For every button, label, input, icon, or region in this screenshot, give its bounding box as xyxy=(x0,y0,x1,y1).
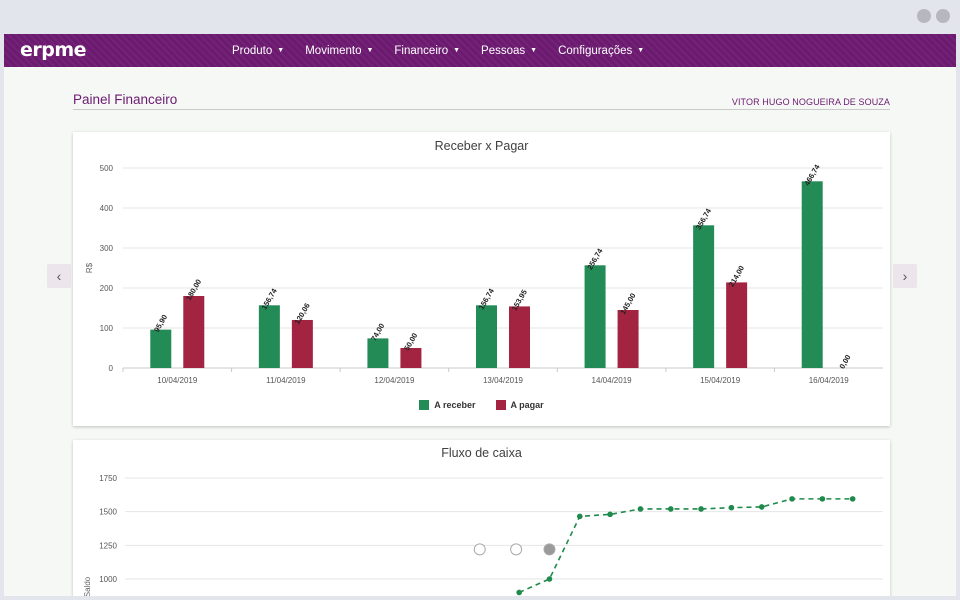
main-menu: Produto ▼ Movimento ▼ Financeiro ▼ Pessoas ▼… xyxy=(232,34,665,67)
y-tick-label: 200 xyxy=(100,284,114,293)
menu-label: Movimento xyxy=(305,44,362,57)
flow-point xyxy=(789,496,795,502)
caret-down-icon: ▼ xyxy=(637,47,645,54)
page-title: Painel Financeiro xyxy=(73,92,178,107)
flow-point xyxy=(607,511,613,518)
x-tick-label: 15/04/2019 xyxy=(700,376,741,385)
flow-point xyxy=(698,506,704,512)
bar-pagar xyxy=(509,306,530,368)
loading-dot xyxy=(473,543,486,556)
menu-label: Configurações xyxy=(558,44,633,57)
caret-down-icon: ▼ xyxy=(277,47,285,54)
bar-chart-legend: A receber A pagar xyxy=(73,400,890,410)
y-tick-label: 100 xyxy=(100,324,114,333)
legend-label: A pagar xyxy=(510,400,544,410)
legend-swatch xyxy=(495,400,506,410)
flow-line xyxy=(518,498,853,594)
y-tick-label: 1250 xyxy=(99,541,117,550)
caret-down-icon: ▼ xyxy=(366,47,374,54)
fluxo-caixa-card: Fluxo de caixa 1000 1250 1500 1750 Saldo xyxy=(73,440,890,596)
bar-receber xyxy=(584,265,606,368)
menu-financeiro[interactable]: Financeiro ▼ xyxy=(394,45,460,57)
menu-movimento[interactable]: Movimento ▼ xyxy=(305,45,373,57)
flow-point xyxy=(819,496,826,502)
x-tick-label: 11/04/2019 xyxy=(266,376,306,385)
loading-dot xyxy=(510,543,523,556)
flow-point xyxy=(546,576,553,582)
y-tick-label: 1750 xyxy=(99,474,117,483)
legend-swatch xyxy=(419,400,430,410)
title-divider xyxy=(73,109,890,110)
flow-point xyxy=(577,513,583,520)
y-tick-label: 300 xyxy=(100,244,114,253)
flow-point xyxy=(758,504,765,510)
y-tick-label: 400 xyxy=(100,204,114,213)
y-tick-label: 500 xyxy=(100,164,114,173)
x-tick-label: 10/04/2019 xyxy=(157,376,198,385)
next-arrow-button[interactable]: › xyxy=(893,264,917,288)
menu-label: Financeiro xyxy=(394,44,449,57)
user-name[interactable]: VITOR HUGO NOGUEIRA DE SOUZA xyxy=(731,97,890,107)
flow-point xyxy=(637,506,644,512)
bar-pagar xyxy=(726,282,748,368)
x-tick-label: 12/04/2019 xyxy=(374,376,415,385)
bar-pagar xyxy=(291,319,313,368)
y-tick-label: 1500 xyxy=(99,508,117,517)
bar-receber xyxy=(801,181,823,368)
legend-label: A receber xyxy=(434,400,476,410)
flow-point xyxy=(849,496,856,502)
bar-receber xyxy=(693,225,715,368)
caret-down-icon: ▼ xyxy=(453,47,461,54)
bar-receber xyxy=(150,329,172,368)
menu-configuracoes[interactable]: Configurações ▼ xyxy=(558,45,644,57)
bar-pagar xyxy=(617,310,639,368)
menu-pessoas[interactable]: Pessoas ▼ xyxy=(481,45,537,57)
y-axis-label: Saldo xyxy=(83,576,92,596)
app-window: erpme Produto ▼ Movimento ▼ Financeiro ▼ Pe… xyxy=(4,34,956,596)
bar-receber xyxy=(367,338,389,368)
caret-down-icon: ▼ xyxy=(530,47,538,54)
bar-pagar xyxy=(183,296,205,368)
flow-point xyxy=(728,504,735,511)
bar-chart: 0100200300400500R$10/04/201995,90180,001… xyxy=(85,162,883,385)
menu-label: Produto xyxy=(232,44,273,57)
window-minimize-button[interactable] xyxy=(917,9,931,23)
flow-point xyxy=(667,506,674,512)
flow-point xyxy=(516,589,522,596)
legend-item-pagar[interactable]: A pagar xyxy=(495,400,544,410)
menu-label: Pessoas xyxy=(481,44,526,57)
bar-receber xyxy=(258,305,280,368)
x-tick-label: 16/04/2019 xyxy=(809,376,850,385)
erpme-logo[interactable]: erpme xyxy=(20,39,87,61)
bar-pagar xyxy=(400,348,422,368)
top-navbar: erpme Produto ▼ Movimento ▼ Financeiro ▼ Pe… xyxy=(4,34,956,67)
y-tick-label: 0 xyxy=(109,364,114,373)
line-chart: 1000 1250 1500 1750 Saldo xyxy=(83,474,883,596)
bar-chart-title: Receber x Pagar xyxy=(434,139,529,153)
y-tick-label: 1000 xyxy=(99,575,117,584)
window-chrome xyxy=(0,0,960,34)
x-tick-label: 14/04/2019 xyxy=(592,376,633,385)
line-chart-title: Fluxo de caixa xyxy=(441,446,522,460)
legend-item-receber[interactable]: A receber xyxy=(419,400,476,410)
bar-receber xyxy=(476,305,497,368)
x-tick-label: 13/04/2019 xyxy=(483,376,524,385)
menu-produto[interactable]: Produto ▼ xyxy=(232,45,284,57)
loading-dot xyxy=(543,543,556,556)
y-axis-label: R$ xyxy=(85,262,94,273)
previous-arrow-button[interactable]: ‹ xyxy=(47,264,71,288)
window-close-button[interactable] xyxy=(936,9,950,23)
receber-pagar-card: Receber x Pagar 0 100 200 300 400 500 R$ 10/04/… xyxy=(73,132,890,426)
